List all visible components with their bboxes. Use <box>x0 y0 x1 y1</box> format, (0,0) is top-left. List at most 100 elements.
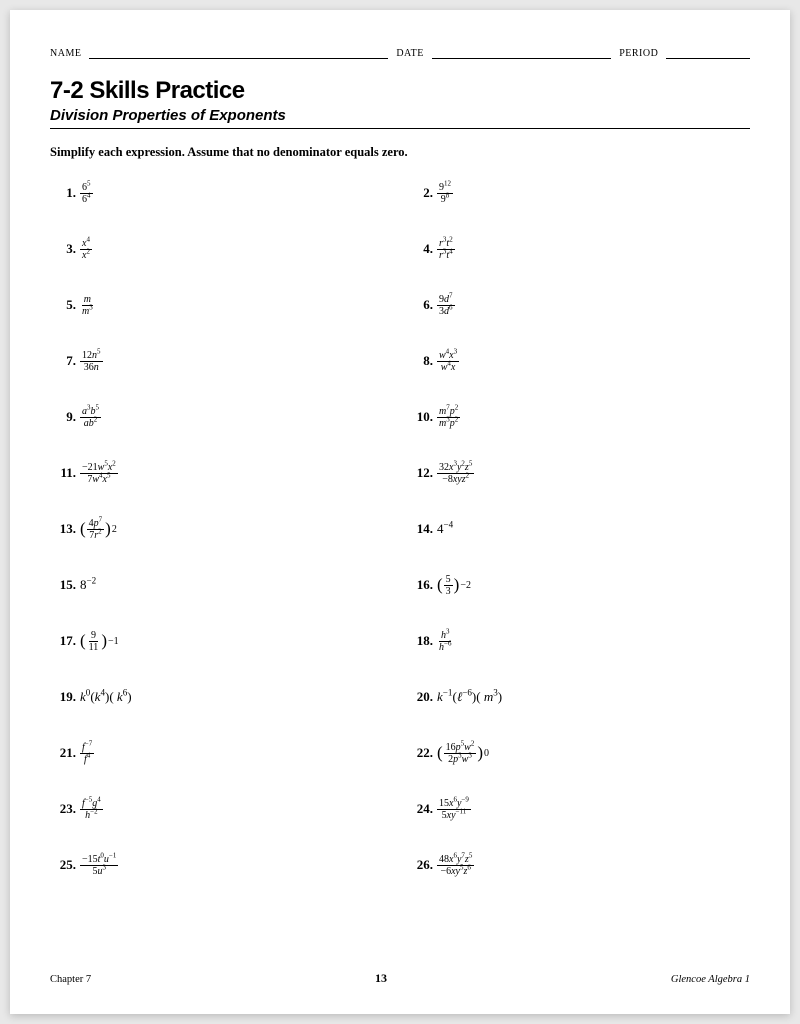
problem-item: 23.f−5g4h−2 <box>56 794 393 824</box>
date-line <box>432 48 611 59</box>
problem-expression: k−1(ℓ−6)( m3) <box>437 689 502 705</box>
paren-fraction: (53) <box>437 574 459 597</box>
problem-expression: a3b5ab2 <box>80 406 101 429</box>
paren-fraction: (911) <box>80 630 107 653</box>
problem-number: 26. <box>413 857 433 873</box>
problem-expression: 48x6y7z5−6xy5z6 <box>437 854 474 877</box>
problem-item: 6.9d73d6 <box>413 290 750 320</box>
problem-item: 20.k−1(ℓ−6)( m3) <box>413 682 750 712</box>
problem-expression: m7p2m3p2 <box>437 406 460 429</box>
problem-item: 15.8−2 <box>56 570 393 600</box>
problem-number: 13. <box>56 521 76 537</box>
name-line <box>89 48 388 59</box>
footer-page-number: 13 <box>375 971 387 986</box>
worksheet-title: 7-2 Skills Practice <box>50 77 750 105</box>
date-label: DATE <box>396 48 424 59</box>
fraction: a3b5ab2 <box>80 406 101 429</box>
problem-expression: −21w5x27w4x5 <box>80 462 118 485</box>
problem-number: 4. <box>413 241 433 257</box>
fraction: 9d73d6 <box>437 294 455 317</box>
problem-number: 20. <box>413 689 433 705</box>
fraction: 6564 <box>80 182 93 205</box>
plain-expression: 4−4 <box>437 521 453 537</box>
problem-item: 11.−21w5x27w4x5 <box>56 458 393 488</box>
problem-expression: 8−2 <box>80 577 96 593</box>
problem-expression: 12n536n <box>80 350 103 373</box>
problem-number: 1. <box>56 185 76 201</box>
problem-item: 3.x4x2 <box>56 234 393 264</box>
problem-item: 24.15x6y−95xy−11 <box>413 794 750 824</box>
problem-number: 11. <box>56 465 76 481</box>
problem-item: 13.(4p77r2)2 <box>56 514 393 544</box>
problem-item: 21. f−7f4 <box>56 738 393 768</box>
problem-number: 16. <box>413 577 433 593</box>
problem-expression: h3h−6 <box>437 630 453 653</box>
period-line <box>666 48 750 59</box>
problem-expression: 32x3y2z5−8xyz2 <box>437 462 474 485</box>
problem-expression: f−5g4h−2 <box>80 798 103 821</box>
problem-number: 6. <box>413 297 433 313</box>
problem-number: 22. <box>413 745 433 761</box>
problem-expression: 9d73d6 <box>437 294 455 317</box>
problem-number: 2. <box>413 185 433 201</box>
problem-expression: 15x6y−95xy−11 <box>437 798 471 821</box>
worksheet-subtitle: Division Properties of Exponents <box>50 107 750 129</box>
fraction: w4x3w4x <box>437 350 459 373</box>
problem-item: 26.48x6y7z5−6xy5z6 <box>413 850 750 880</box>
problem-number: 8. <box>413 353 433 369</box>
problem-expression: r3t2r3t4 <box>437 238 455 261</box>
problem-item: 10.m7p2m3p2 <box>413 402 750 432</box>
problem-number: 17. <box>56 633 76 649</box>
problem-expression: k0(k4)( k6) <box>80 689 132 705</box>
plain-expression: k−1(ℓ−6)( m3) <box>437 689 502 705</box>
fraction: r3t2r3t4 <box>437 238 455 261</box>
problem-number: 3. <box>56 241 76 257</box>
plain-expression: 8−2 <box>80 577 96 593</box>
problem-number: 5. <box>56 297 76 313</box>
problem-item: 9.a3b5ab2 <box>56 402 393 432</box>
problem-number: 23. <box>56 801 76 817</box>
problem-expression: mm3 <box>80 294 95 317</box>
problem-item: 25.−15t0u−15u3 <box>56 850 393 880</box>
fraction: mm3 <box>80 294 95 317</box>
header-row: NAME DATE PERIOD <box>50 48 750 59</box>
problem-item: 5. mm3 <box>56 290 393 320</box>
problem-number: 12. <box>413 465 433 481</box>
footer: Chapter 7 13 Glencoe Algebra 1 <box>50 971 750 986</box>
problem-number: 15. <box>56 577 76 593</box>
problem-number: 14. <box>413 521 433 537</box>
fraction: 32x3y2z5−8xyz2 <box>437 462 474 485</box>
problem-item: 8.w4x3w4x <box>413 346 750 376</box>
problem-number: 18. <box>413 633 433 649</box>
problems-grid: 1. 6564 2.91298 3.x4x2 4.r3t2r3t4 5. mm3 6.9d73… <box>50 178 750 880</box>
problem-item: 22.(16p5w22p3w3)0 <box>413 738 750 768</box>
problem-expression: 4−4 <box>437 521 453 537</box>
footer-left: Chapter 7 <box>50 974 91 985</box>
fraction: 12n536n <box>80 350 103 373</box>
worksheet-page: NAME DATE PERIOD 7-2 Skills Practice Div… <box>10 10 790 1014</box>
problem-expression: (4p77r2)2 <box>80 518 117 541</box>
fraction: 15x6y−95xy−11 <box>437 798 471 821</box>
problem-number: 7. <box>56 353 76 369</box>
fraction: f−7f4 <box>80 742 94 765</box>
problem-number: 25. <box>56 857 76 873</box>
plain-expression: k0(k4)( k6) <box>80 689 132 705</box>
period-label: PERIOD <box>619 48 658 59</box>
problem-item: 2.91298 <box>413 178 750 208</box>
problem-item: 18.h3h−6 <box>413 626 750 656</box>
problem-number: 9. <box>56 409 76 425</box>
fraction: f−5g4h−2 <box>80 798 103 821</box>
problem-item: 4.r3t2r3t4 <box>413 234 750 264</box>
fraction: h3h−6 <box>437 630 453 653</box>
problem-expression: 6564 <box>80 182 93 205</box>
problem-expression: f−7f4 <box>80 742 94 765</box>
problem-number: 24. <box>413 801 433 817</box>
fraction: 91298 <box>437 182 453 205</box>
problem-number: 21. <box>56 745 76 761</box>
problem-item: 17.(911)−1 <box>56 626 393 656</box>
fraction: m7p2m3p2 <box>437 406 460 429</box>
paren-fraction: (16p5w22p3w3) <box>437 742 483 765</box>
problem-expression: (16p5w22p3w3)0 <box>437 742 489 765</box>
paren-fraction: (4p77r2) <box>80 518 111 541</box>
problem-item: 19.k0(k4)( k6) <box>56 682 393 712</box>
